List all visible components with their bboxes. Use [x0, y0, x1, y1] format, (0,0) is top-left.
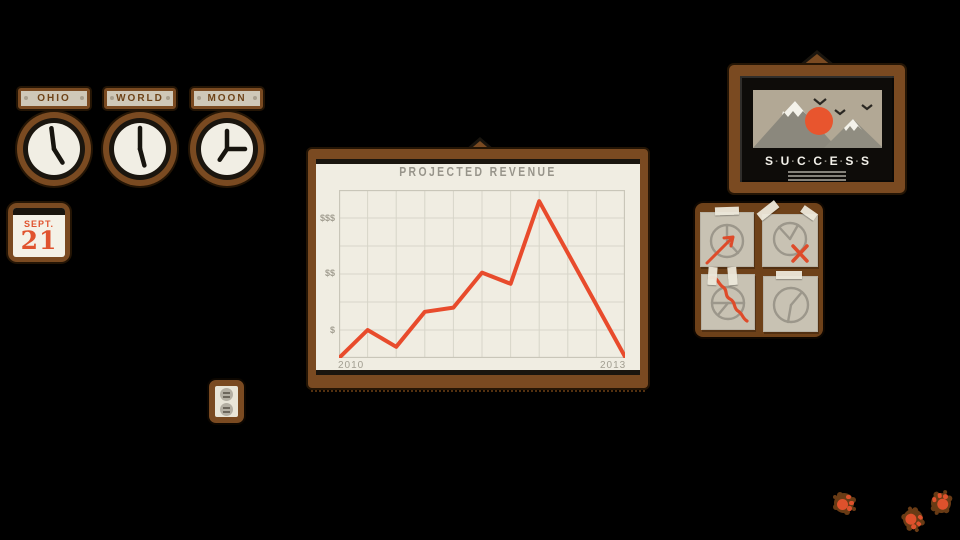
clock-moon-face [190, 112, 264, 186]
clock-hands-icon [137, 125, 147, 168]
y-axis-tick: $$ [324, 268, 335, 278]
poster-picture [753, 90, 882, 148]
calendar-binding [13, 208, 65, 215]
mountain-icon [753, 101, 837, 148]
outlet-plate [215, 386, 238, 417]
clock-ohio-plaque: OHIO [18, 88, 90, 109]
clock-moon-label: MOON [207, 93, 247, 104]
clock-ohio-face [17, 112, 91, 186]
sketch-board [695, 200, 823, 337]
poster-frame: S · U · C · C · E · S · S [729, 65, 905, 193]
paw-print-icon [928, 490, 953, 515]
wall-calendar[interactable]: SEPT. 21 [8, 203, 70, 262]
poster-caption: S · U · C · C · E · S · S [764, 154, 870, 168]
tape-icon [707, 266, 718, 286]
snow-cap [782, 101, 808, 117]
clock-hands-icon [49, 125, 65, 165]
chart-title: PROJECTED REVENUE [399, 164, 557, 179]
socket-icon [220, 403, 233, 416]
calendar-page: SEPT. 21 [13, 208, 65, 257]
tape-icon [776, 271, 802, 279]
clock-world-label: WORLD [116, 93, 164, 104]
tape-icon [727, 266, 738, 286]
paw-print-icon [898, 504, 929, 535]
y-axis-tick: $$$ [319, 213, 335, 223]
clock-moon[interactable]: MOON [190, 88, 264, 186]
x-axis-tick: 2013 [600, 360, 627, 371]
poster-text-lines [740, 169, 894, 183]
sketch-paper-plain[interactable] [763, 276, 818, 332]
clock-world[interactable]: WORLD [103, 88, 177, 186]
x-axis-tick: 2010 [338, 360, 365, 371]
calendar-month: SEPT. [23, 219, 54, 229]
socket-icon [220, 388, 233, 401]
clock-world-face [103, 112, 177, 186]
snow-cap [844, 119, 862, 131]
clock-ohio-label: OHIO [37, 93, 71, 104]
screw-icon [166, 96, 170, 100]
tape-icon [714, 206, 740, 216]
revenue-line-chart [339, 190, 625, 358]
sketch-paper-arrow[interactable] [700, 212, 754, 267]
bird-icon [813, 98, 827, 106]
screw-icon [24, 96, 28, 100]
bird-icon [834, 109, 846, 116]
chart-frame [308, 149, 648, 388]
screw-icon [253, 96, 257, 100]
clock-moon-plaque: MOON [191, 88, 263, 109]
paw-print-icon [833, 492, 855, 514]
power-outlet[interactable] [209, 380, 244, 423]
mountain-icon [824, 119, 882, 148]
screw-icon [110, 96, 114, 100]
clock-ohio[interactable]: OHIO [17, 88, 91, 186]
clock-world-plaque: WORLD [104, 88, 176, 109]
chart-frame-stitching [311, 390, 645, 392]
screw-icon [80, 96, 84, 100]
projected-revenue-chart[interactable]: PROJECTED REVENUE $$$ $$ $ 2010 2013 [308, 137, 648, 392]
screw-icon [197, 96, 201, 100]
bird-icon [861, 104, 873, 111]
calendar-day: 21 [20, 226, 58, 255]
sun-icon [805, 107, 833, 135]
success-poster[interactable]: S · U · C · C · E · S · S [729, 48, 905, 193]
clock-hands-icon [217, 128, 248, 163]
y-axis-tick: $ [329, 325, 335, 335]
sketch-paper-x-mark[interactable] [762, 214, 818, 267]
